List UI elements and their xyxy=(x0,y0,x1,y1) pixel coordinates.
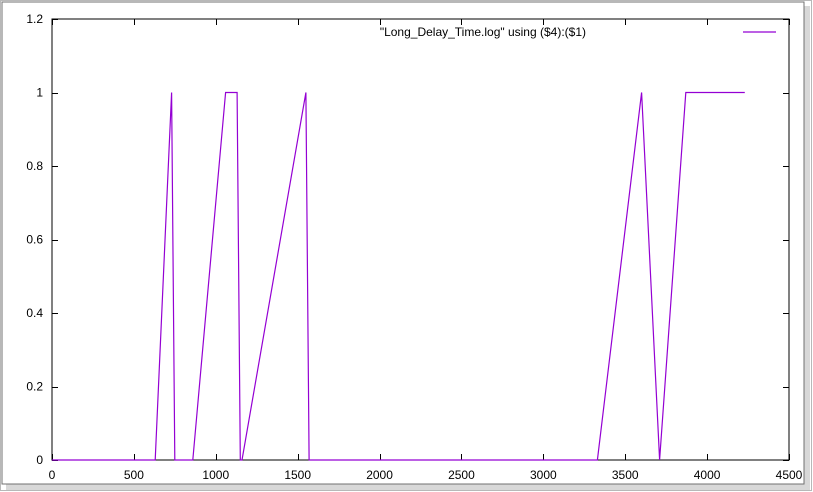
x-tick-label: 4500 xyxy=(776,468,803,482)
inner-canvas xyxy=(1,1,805,485)
x-tick-label: 1000 xyxy=(202,468,229,482)
y-tick-label: 0 xyxy=(36,453,43,467)
legend-layer: "Long_Delay_Time.log" using ($4):($1) xyxy=(380,25,776,39)
y-tick-label: 0.8 xyxy=(26,159,43,173)
outer-border-shadow-bottom xyxy=(6,484,810,490)
y-tick-label: 0.2 xyxy=(26,380,43,394)
outer-border-shadow xyxy=(804,6,810,488)
x-tick-label: 2500 xyxy=(448,468,475,482)
legend-label: "Long_Delay_Time.log" using ($4):($1) xyxy=(380,25,586,39)
x-tick-label: 500 xyxy=(124,468,144,482)
y-tick-label: 1 xyxy=(36,86,43,100)
series-layer xyxy=(52,91,745,461)
x-tick-label: 0 xyxy=(49,468,56,482)
tick-labels-layer: 0 500 1000 1500 2000 2500 3000 3500 4000 4500 0 0.2… xyxy=(26,12,802,482)
x-tick-label: 2000 xyxy=(366,468,393,482)
x-tick-label: 3500 xyxy=(612,468,639,482)
y-tick-label: 0.6 xyxy=(26,233,43,247)
x-tick-label: 3000 xyxy=(530,468,557,482)
series-line xyxy=(52,91,745,461)
x-tick-label: 4000 xyxy=(694,468,721,482)
y-tick-label: 0.4 xyxy=(26,306,43,320)
y-tick-label: 1.2 xyxy=(26,12,43,26)
x-tick-label: 1500 xyxy=(284,468,311,482)
